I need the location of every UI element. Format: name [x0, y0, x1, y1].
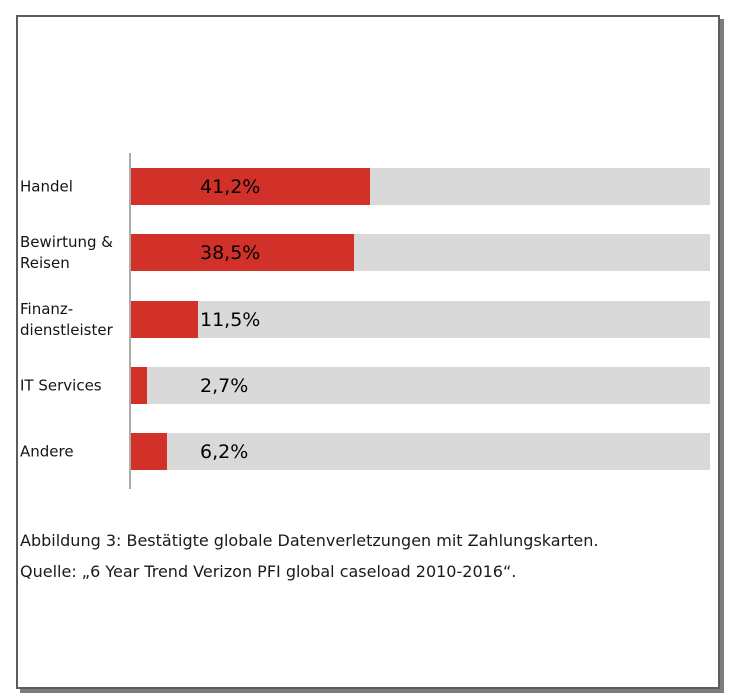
- bar-fill: [131, 367, 147, 404]
- category-label: Bewirtung & Reisen: [20, 232, 126, 274]
- value-label: 41,2%: [200, 175, 261, 198]
- category-label-line: Bewirtung &: [20, 232, 114, 251]
- bar-fill: [131, 301, 198, 338]
- value-label: 38,5%: [200, 241, 261, 264]
- category-label: IT Services: [20, 375, 126, 396]
- category-label-line: Reisen: [20, 253, 70, 272]
- category-label-line: IT Services: [20, 376, 102, 394]
- category-label: Handel: [20, 176, 126, 197]
- bar-track: [131, 433, 710, 470]
- category-label-line: Andere: [20, 442, 74, 460]
- value-label: 6,2%: [200, 440, 249, 463]
- value-label: 11,5%: [200, 308, 261, 331]
- figure-panel: [16, 15, 720, 689]
- bar-fill: [131, 168, 370, 205]
- bar-track: [131, 168, 710, 205]
- value-label: 2,7%: [200, 374, 249, 397]
- bar-fill: [131, 433, 167, 470]
- category-label-line: Finanz-: [20, 299, 74, 318]
- bar-track: [131, 367, 710, 404]
- category-label-line: Handel: [20, 177, 73, 195]
- figure-source: Quelle: „6 Year Trend Verizon PFI global…: [20, 562, 517, 581]
- bar-track: [131, 234, 710, 271]
- figure-caption: Abbildung 3: Bestätigte globale Datenver…: [20, 531, 599, 550]
- category-label: Andere: [20, 441, 126, 462]
- bar-track: [131, 301, 710, 338]
- category-label: Finanz-dienstleister: [20, 299, 126, 341]
- bar-fill: [131, 234, 354, 271]
- category-label-line: dienstleister: [20, 320, 113, 339]
- y-axis-line: [129, 153, 131, 489]
